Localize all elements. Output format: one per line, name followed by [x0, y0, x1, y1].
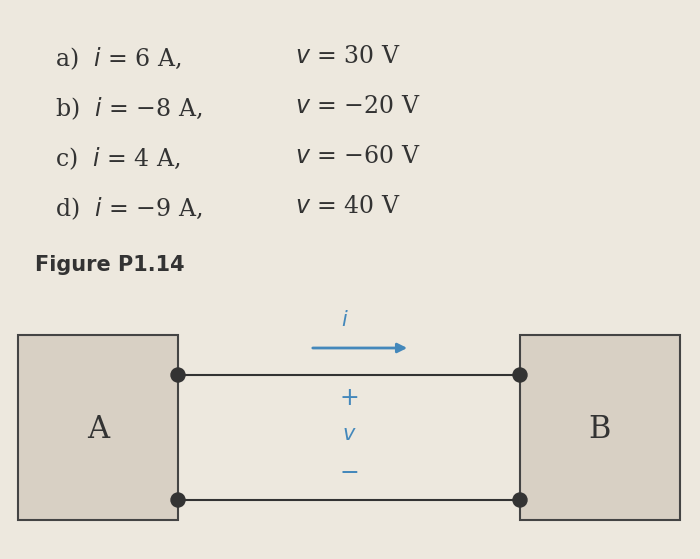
Text: −: − — [339, 461, 359, 485]
Text: $v$: $v$ — [342, 425, 356, 444]
Bar — [18, 335, 178, 520]
Text: $v$ = 30 V: $v$ = 30 V — [295, 45, 400, 68]
Text: $v$ = 40 V: $v$ = 40 V — [295, 195, 400, 218]
Text: c)  $i$ = 4 A,: c) $i$ = 4 A, — [55, 145, 181, 172]
Text: $v$ = −20 V: $v$ = −20 V — [295, 95, 421, 118]
Circle shape — [171, 368, 185, 382]
Circle shape — [513, 493, 527, 507]
Text: $v$ = −60 V: $v$ = −60 V — [295, 145, 421, 168]
Text: $i$: $i$ — [341, 310, 349, 330]
Text: a)  $i$ = 6 A,: a) $i$ = 6 A, — [55, 45, 181, 72]
Text: Figure P1.14: Figure P1.14 — [35, 255, 185, 275]
Circle shape — [171, 493, 185, 507]
Bar — [520, 335, 680, 520]
Text: +: + — [339, 386, 359, 410]
Circle shape — [513, 368, 527, 382]
Text: d)  $i$ = −9 A,: d) $i$ = −9 A, — [55, 195, 202, 221]
Text: b)  $i$ = −8 A,: b) $i$ = −8 A, — [55, 95, 202, 122]
Text: A: A — [87, 415, 109, 446]
Text: B: B — [589, 415, 611, 446]
